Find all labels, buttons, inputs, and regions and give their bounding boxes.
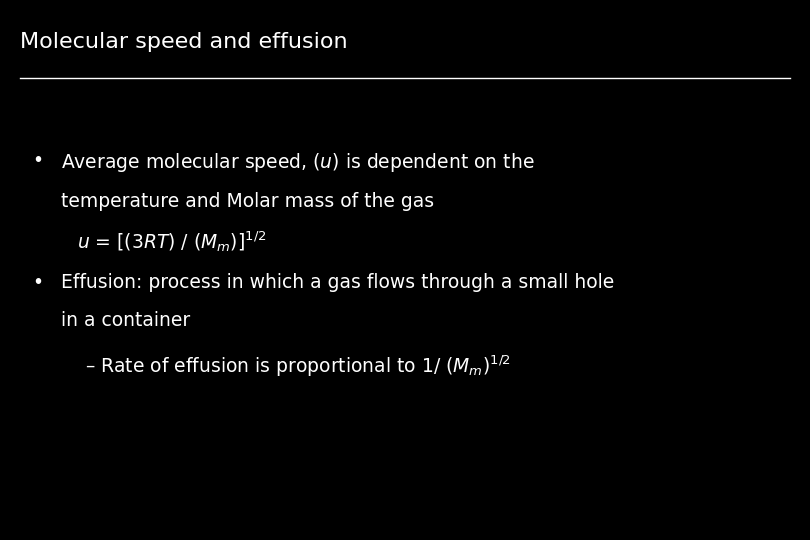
Text: •: • bbox=[32, 151, 44, 170]
Text: Effusion: process in which a gas flows through a small hole: Effusion: process in which a gas flows t… bbox=[61, 273, 614, 292]
Text: $u$ = [(3$RT$) / ($M_m$)]$^{1/2}$: $u$ = [(3$RT$) / ($M_m$)]$^{1/2}$ bbox=[77, 230, 266, 254]
Text: temperature and Molar mass of the gas: temperature and Molar mass of the gas bbox=[61, 192, 434, 211]
Text: Molecular speed and effusion: Molecular speed and effusion bbox=[20, 32, 347, 52]
Text: in a container: in a container bbox=[61, 310, 190, 329]
Text: – Rate of effusion is proportional to 1/ ($M_m$)$^{1/2}$: – Rate of effusion is proportional to 1/… bbox=[85, 354, 511, 379]
Text: Average molecular speed, ($u$) is dependent on the: Average molecular speed, ($u$) is depend… bbox=[61, 151, 535, 174]
Text: •: • bbox=[32, 273, 44, 292]
